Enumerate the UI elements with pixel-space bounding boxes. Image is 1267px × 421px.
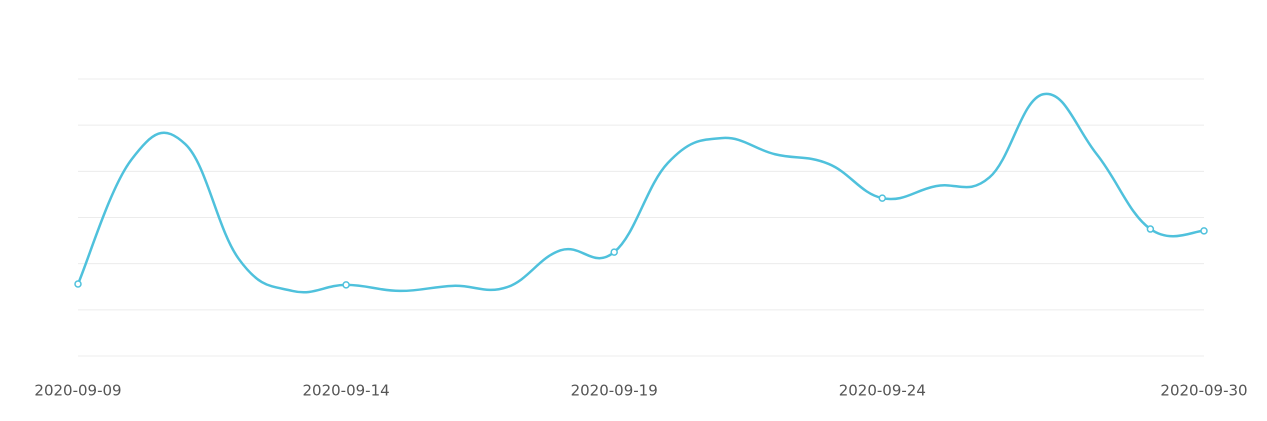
point — [610, 248, 618, 256]
point — [1200, 227, 1208, 235]
x-tick-label: 2020-09-09 — [34, 382, 121, 400]
point — [1146, 225, 1155, 233]
x-tick-label: 2020-09-30 — [1160, 382, 1247, 400]
point — [342, 281, 350, 289]
point — [878, 194, 887, 202]
x-tick-label: 2020-09-19 — [571, 382, 658, 400]
x-tick-label: 2020-09-24 — [839, 382, 926, 400]
point — [74, 280, 82, 288]
x-tick-label: 2020-09-14 — [303, 382, 390, 400]
line — [76, 92, 1205, 294]
